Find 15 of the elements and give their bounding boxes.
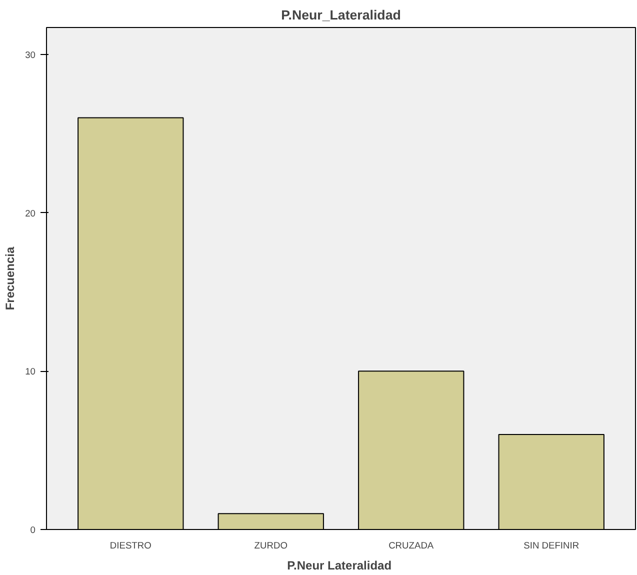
x-tick-label: DIESTRO [110,540,152,550]
bar [498,434,604,530]
x-tick-label: ZURDO [254,540,288,550]
y-axis-title: Frecuencia [3,246,18,310]
y-tick-label: 30 [25,50,36,60]
x-tick-label: CRUZADA [388,540,434,550]
y-tick-label: 10 [25,366,36,377]
bar [218,513,324,530]
chart-title: P.Neur_Lateralidad [281,8,401,22]
x-tick-label: SIN DEFINIR [524,540,580,550]
bar [358,370,464,530]
y-tick-label: 0 [30,525,36,535]
y-tick-label: 20 [25,208,36,218]
bar [78,117,184,530]
x-axis-title: P.Neur Lateralidad [287,558,392,572]
